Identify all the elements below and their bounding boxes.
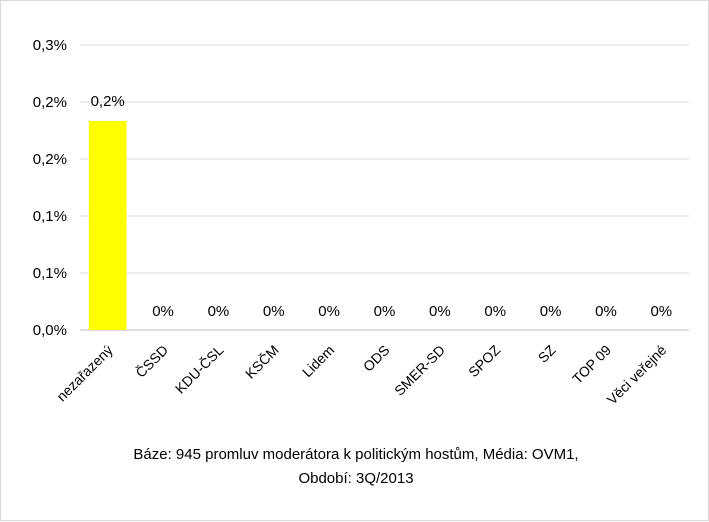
chart-caption: Báze: 945 promluv moderátora k politický… bbox=[41, 443, 671, 491]
data-label: 0% bbox=[429, 303, 451, 320]
x-tick-label: KSČM bbox=[242, 342, 282, 382]
bars bbox=[88, 121, 127, 330]
data-label: 0% bbox=[263, 303, 285, 320]
x-tick-label: SMER-SD bbox=[391, 342, 448, 399]
gridlines bbox=[80, 44, 689, 331]
data-label: 0% bbox=[318, 303, 340, 320]
y-axis-tick-labels: 0,0% 0,1% 0,1% 0,2% 0,2% 0,3% bbox=[33, 37, 67, 339]
data-label: 0% bbox=[208, 303, 230, 320]
x-tick-label: TOP 09 bbox=[569, 342, 614, 387]
data-label: 0% bbox=[595, 303, 617, 320]
y-tick-label: 0,1% bbox=[33, 208, 67, 225]
x-tick-label: ODS bbox=[360, 342, 393, 375]
data-label: 0% bbox=[152, 303, 174, 320]
x-tick-label: SPOZ bbox=[465, 341, 504, 380]
y-tick-label: 0,1% bbox=[33, 265, 67, 282]
data-label: 0% bbox=[650, 303, 672, 320]
data-label: 0% bbox=[540, 303, 562, 320]
data-label: 0% bbox=[484, 303, 506, 320]
caption-line-2: Období: 3Q/2013 bbox=[298, 470, 414, 487]
bar-0 bbox=[88, 121, 127, 330]
x-tick-label: Lidem bbox=[299, 342, 337, 380]
data-label: 0% bbox=[374, 303, 396, 320]
x-tick-label: nezařazený bbox=[53, 342, 116, 405]
y-tick-label: 0,3% bbox=[33, 37, 67, 54]
x-axis-tick-labels: nezařazený ČSSD KDU-ČSL KSČM Lidem ODSSMER-SD… bbox=[53, 341, 669, 407]
x-tick-label: ČSSD bbox=[132, 342, 171, 381]
x-tick-label: Věci veřejné bbox=[604, 342, 670, 408]
y-tick-label: 0,2% bbox=[33, 151, 67, 168]
y-tick-label: 0,0% bbox=[33, 322, 67, 339]
data-labels: 0,2% 0% 0% 0% 0% 0% 0% 0% 0% 0% 0% bbox=[91, 93, 673, 320]
x-tick-label: KDU-ČSL bbox=[172, 342, 227, 397]
y-tick-label: 0,2% bbox=[33, 94, 67, 111]
caption-line-1: Báze: 945 promluv moderátora k politický… bbox=[133, 446, 579, 463]
x-tick-label: SZ bbox=[535, 341, 559, 365]
data-label: 0,2% bbox=[91, 93, 125, 110]
